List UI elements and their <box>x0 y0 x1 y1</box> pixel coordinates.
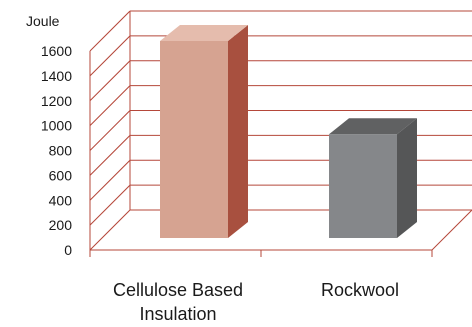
axis-layer <box>89 11 472 257</box>
y-tick-label: 200 <box>49 217 73 233</box>
bar-side <box>228 25 248 238</box>
bar-top <box>329 118 417 135</box>
bar-layer <box>160 25 417 238</box>
label-layer: Joule 0 200 400 600 800 1000 1200 1400 1600 Cellu… <box>26 13 399 324</box>
y-tick-label: 600 <box>49 167 73 183</box>
bar-top <box>160 25 248 41</box>
bar-front <box>160 41 228 238</box>
x-category-label: Cellulose Based Insulation <box>113 280 243 324</box>
x-category-label-line: Cellulose Based <box>113 280 243 300</box>
y-tick-label: 1400 <box>41 68 72 84</box>
bar-front <box>329 134 397 238</box>
y-tick-label: 400 <box>49 192 73 208</box>
gridline-diagonal <box>89 135 131 176</box>
bar-side <box>397 118 417 238</box>
gridline-diagonal <box>89 209 131 251</box>
y-tick-label: 1000 <box>41 118 72 134</box>
y-unit-label: Joule <box>26 13 60 29</box>
gridline-diagonal <box>89 10 131 52</box>
gridline-diagonal <box>89 60 131 102</box>
x-category-label: Rockwool <box>321 280 399 300</box>
floor-right-edge <box>431 209 472 251</box>
gridline-diagonal <box>89 85 131 126</box>
y-tick-label: 0 <box>64 242 72 258</box>
y-tick-label: 1200 <box>41 93 72 109</box>
gridline-diagonal <box>89 159 131 201</box>
x-category-label-line: Insulation <box>139 304 216 324</box>
x-category-label-line: Rockwool <box>321 280 399 300</box>
y-tick-label: 1600 <box>41 43 72 59</box>
gridline-diagonal <box>89 110 131 151</box>
gridline-diagonal <box>89 184 131 226</box>
y-tick-label: 800 <box>49 143 73 159</box>
gridline-diagonal <box>89 35 131 77</box>
